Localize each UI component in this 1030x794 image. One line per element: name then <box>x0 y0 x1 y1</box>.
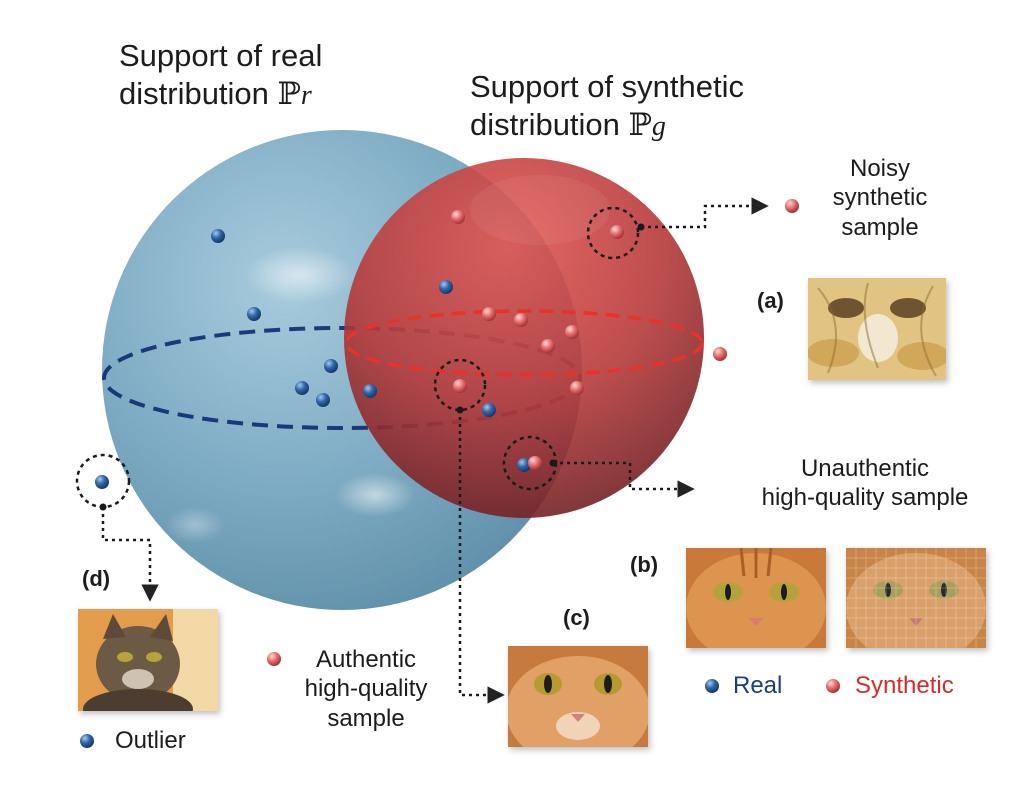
real-orange-cat-image <box>686 548 826 648</box>
outlier-label: Outlier <box>115 727 186 754</box>
synthetic-equator <box>344 309 704 377</box>
tabby-cat-image <box>78 609 218 711</box>
authentic-sample-label: Authentic high-quality sample <box>286 645 446 733</box>
synthetic-point <box>451 210 465 224</box>
leader-lines <box>101 197 769 704</box>
synthetic-point <box>610 225 624 239</box>
real-point <box>247 307 261 321</box>
real-point <box>363 384 377 398</box>
authentic-label-line3: sample <box>327 704 405 732</box>
synthetic-distribution-sphere <box>344 158 704 518</box>
real-title-word: distribution <box>119 75 269 111</box>
synthetic-textured-cat-image <box>846 548 986 648</box>
synthetic-support-title: Support of synthetic distribution ℙg <box>470 68 744 145</box>
synthetic-point <box>453 379 467 393</box>
authentic-label-line2: high-quality <box>304 675 428 703</box>
synthetic-title-line2: distribution ℙg <box>470 106 744 145</box>
outlier-marker <box>80 734 94 748</box>
authentic-label-line1: Authentic <box>315 646 417 673</box>
authentic-sample-marker <box>267 652 281 666</box>
legend-real-marker <box>705 679 719 693</box>
real-point <box>439 280 453 294</box>
noisy-label-line1: Noisy <box>849 155 910 182</box>
real-subscript: r <box>300 79 312 111</box>
legend-synthetic-marker <box>826 679 840 693</box>
real-support-title: Support of real distribution ℙr <box>119 37 322 114</box>
synthetic-distribution-symbol: ℙg <box>629 107 666 143</box>
real-point-outlier <box>95 475 109 489</box>
synthetic-point <box>514 313 528 327</box>
synthetic-points <box>451 210 727 470</box>
synthetic-subscript: g <box>651 110 666 142</box>
legend-real-label: Real <box>733 672 783 699</box>
synthetic-point <box>541 339 555 353</box>
real-distribution-symbol: ℙr <box>278 76 312 112</box>
noisy-sample-label: Noisy synthetic sample <box>805 154 955 242</box>
noisy-cat-face-image <box>808 278 946 380</box>
unauthentic-label-line1: Unauthentic <box>800 455 930 482</box>
orange-cat-face-image <box>508 646 648 747</box>
leader-anchors <box>99 223 645 511</box>
synthetic-point <box>565 325 579 339</box>
synthetic-title-word: distribution <box>470 106 620 142</box>
synthetic-title-line1: Support of synthetic <box>470 69 744 104</box>
real-point <box>211 229 225 243</box>
synthetic-point <box>570 381 584 395</box>
noisy-label-line2: synthetic <box>832 184 928 212</box>
tag-d: (d) <box>82 566 111 591</box>
real-point <box>295 381 309 395</box>
unauthentic-sample-label: Unauthentic high-quality sample <box>745 454 985 513</box>
noisy-sample-marker <box>785 199 799 213</box>
real-points <box>95 229 531 489</box>
synthetic-point <box>528 456 542 470</box>
tag-c: (c) <box>563 605 590 630</box>
tag-a: (a) <box>757 288 784 313</box>
real-symbol: ℙ <box>277 75 301 112</box>
synthetic-point <box>482 307 496 321</box>
tag-b: (b) <box>630 552 659 577</box>
real-title-line1: Support of real <box>119 38 323 73</box>
real-point <box>517 458 531 472</box>
legend-synthetic-label: Synthetic <box>855 672 954 699</box>
real-point <box>324 359 338 373</box>
real-point <box>482 403 496 417</box>
noisy-label-line3: sample <box>841 213 919 241</box>
unauthentic-label-line2: high-quality sample <box>761 484 969 512</box>
synthetic-symbol: ℙ <box>628 106 652 143</box>
synthetic-point-outside <box>713 347 727 361</box>
real-title-line2: distribution ℙr <box>119 75 322 114</box>
real-point <box>316 393 330 407</box>
